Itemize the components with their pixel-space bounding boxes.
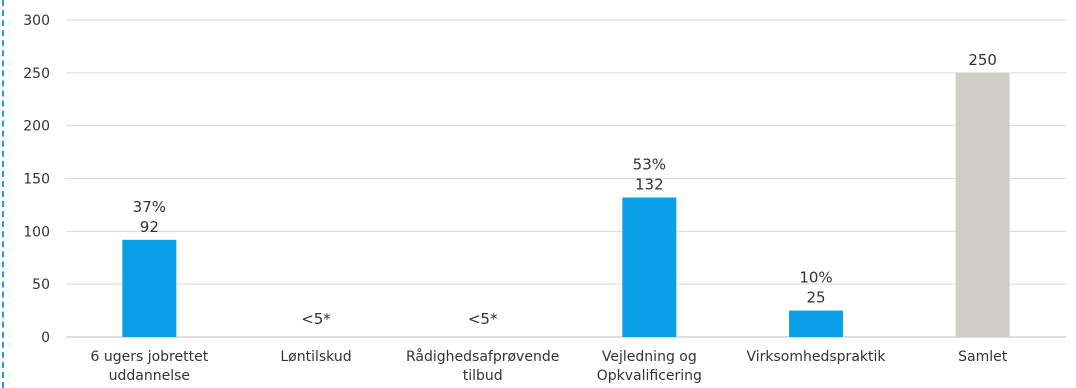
bar-3 <box>622 197 677 337</box>
data-label: <5* <box>301 310 331 328</box>
data-label: 25 <box>806 289 825 307</box>
y-tick-label: 300 <box>23 13 50 29</box>
data-label: 53% <box>633 156 666 174</box>
data-label: <5* <box>468 310 498 328</box>
category-label: Opkvalificering <box>597 368 702 384</box>
data-label: 92 <box>140 218 159 236</box>
y-tick-label: 0 <box>41 330 50 346</box>
bar-4 <box>789 310 843 337</box>
category-label: Rådighedsafprøvende <box>406 348 559 365</box>
frame-border-line <box>2 0 4 388</box>
y-tick-label: 50 <box>32 277 50 293</box>
data-label: 132 <box>635 176 664 194</box>
y-tick-label: 200 <box>23 119 50 135</box>
data-label: 250 <box>968 51 997 69</box>
bar-0 <box>122 239 177 337</box>
category-label: 6 ugers jobrettet <box>90 349 208 365</box>
category-label: Virksomhedspraktik <box>746 349 886 365</box>
data-label: 10% <box>799 269 832 287</box>
bar-5 <box>955 72 1010 337</box>
category-label: tilbud <box>463 368 503 384</box>
category-label: uddannelse <box>109 368 190 384</box>
category-label: Vejledning og <box>602 349 697 365</box>
category-label: Samlet <box>958 349 1008 365</box>
y-tick-label: 100 <box>23 224 50 240</box>
y-tick-label: 250 <box>23 66 50 82</box>
category-label: Løntilskud <box>280 349 351 365</box>
y-tick-label: 150 <box>23 172 50 188</box>
data-label: 37% <box>133 198 166 216</box>
